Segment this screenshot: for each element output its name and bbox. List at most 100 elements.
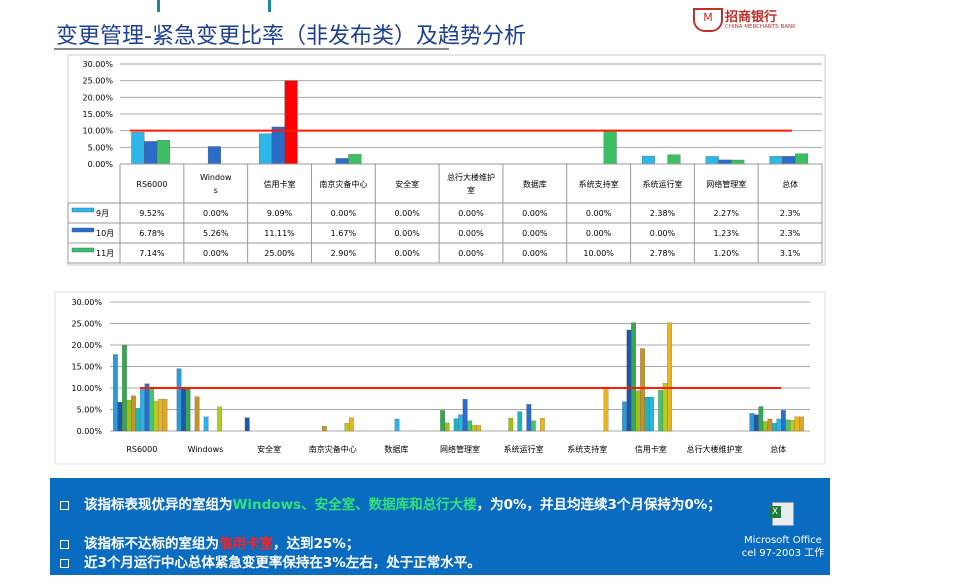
category-label: 室 xyxy=(467,185,475,195)
table-cell: 0.00% xyxy=(394,229,420,238)
y-tick-label: 25.00% xyxy=(71,320,102,329)
bar xyxy=(462,399,468,432)
category-label: 总行大楼维护 xyxy=(447,172,495,182)
excel-logo: X xyxy=(769,506,781,518)
table-cell: 0.00% xyxy=(586,209,612,218)
table-cell: 1.67% xyxy=(331,229,357,238)
y-tick-label: 10.00% xyxy=(82,127,113,136)
category-label: 数据库 xyxy=(384,444,408,454)
legend-swatch xyxy=(71,227,95,233)
logo-text: 招商银行 xyxy=(725,10,778,25)
bar xyxy=(799,416,804,432)
bar xyxy=(140,388,145,432)
table-cell: 0.00% xyxy=(522,229,548,238)
text: ，达到25%； xyxy=(273,536,360,552)
table-cell: 0.00% xyxy=(522,209,548,218)
bar xyxy=(153,401,159,432)
table-cell: 5.26% xyxy=(203,229,229,238)
bar xyxy=(667,322,672,432)
bar xyxy=(771,423,777,432)
bar xyxy=(244,417,250,432)
monthly-rate-chart: 30.00% 25.00% 20.00% 15.00% 10.00% 5.00% 0.00%… xyxy=(67,54,826,266)
category-label: 南京灾备中心 xyxy=(309,444,357,454)
table-cell: 0.00% xyxy=(394,209,420,218)
bar xyxy=(762,421,768,432)
excel-attachment[interactable]: X Microsoft Office cel 97-2003 工作 xyxy=(733,502,833,560)
category-label: 系统支持室 xyxy=(567,444,607,454)
bar xyxy=(135,408,141,432)
decoration xyxy=(157,0,160,12)
table-cell: 0.00% xyxy=(331,209,357,218)
text: 该指标不达标的室组为 xyxy=(84,536,219,552)
summary-bullet: 该指标表现优异的室组为Windows、安全室、数据库和总行大楼，为0%，并且均连… xyxy=(60,496,740,515)
bar xyxy=(785,419,791,432)
category-label: 信用卡室 xyxy=(264,179,296,189)
category-label: 总行大楼维护室 xyxy=(687,444,743,454)
bar xyxy=(162,399,168,432)
bar xyxy=(539,418,545,432)
y-tick-label: 30.00% xyxy=(71,298,102,307)
category-label: 系统运行室 xyxy=(504,444,544,454)
bar xyxy=(467,420,473,432)
bar xyxy=(176,368,182,432)
text: ，为0%，并且均连续3个月保持为0%； xyxy=(476,497,721,513)
category-label: 信用卡室 xyxy=(635,444,667,454)
excel-file-icon[interactable]: X xyxy=(769,502,794,526)
bullet-icon xyxy=(60,559,69,568)
y-tick-label: 25.00% xyxy=(82,77,113,86)
y-tick-label: 5.00% xyxy=(88,143,114,152)
summary-bullet: 该指标不达标的室组为信用卡室，达到25%； xyxy=(60,535,740,554)
bar xyxy=(662,383,668,432)
text: 近3个月运行中心总体紧急变更率保持在3%左右，处于正常水平。 xyxy=(84,555,481,571)
legend-swatch xyxy=(71,247,95,253)
bar xyxy=(113,354,118,432)
legend-label: 10月 xyxy=(96,229,114,238)
legend-swatch xyxy=(71,207,95,213)
chart-frame xyxy=(54,291,826,465)
bar xyxy=(603,387,609,432)
highlight-good: Windows、安全室、数据库和总行大楼 xyxy=(232,497,477,513)
bar xyxy=(476,425,482,432)
text: 该指标表现优异的室组为 xyxy=(84,497,233,513)
table-cell: 6.78% xyxy=(139,229,165,238)
attachment-label: cel 97-2003 工作 xyxy=(741,548,825,559)
table-cell: 2.38% xyxy=(650,209,676,218)
category-label: 网络管理室 xyxy=(440,444,480,454)
bar xyxy=(122,344,127,432)
table-cell: 0.00% xyxy=(203,209,229,218)
y-tick-label: 20.00% xyxy=(82,93,113,102)
logo-subtext: CHINA MERCHANTS BANK xyxy=(725,24,796,30)
table-cell: 0.00% xyxy=(394,249,420,258)
table-cell: 0.00% xyxy=(458,229,484,238)
table-cell: 2.90% xyxy=(331,249,357,258)
y-tick-label: 15.00% xyxy=(71,363,102,372)
table-cell: 11.11% xyxy=(264,229,295,238)
bar xyxy=(131,395,136,432)
bar xyxy=(794,416,800,432)
bar xyxy=(444,422,450,432)
bar xyxy=(144,383,150,432)
y-tick-label: 5.00% xyxy=(77,406,103,415)
table-cell: 2.78% xyxy=(650,249,676,258)
page-title: 变更管理-紧急变更比率（非发布类）及趋势分析 xyxy=(56,24,526,49)
logo-icon: M xyxy=(693,8,723,32)
bar xyxy=(649,396,654,432)
bar xyxy=(185,387,191,432)
bar xyxy=(508,418,514,432)
y-tick-label: 0.00% xyxy=(88,160,114,169)
table-cell: 0.00% xyxy=(650,229,676,238)
bar xyxy=(517,411,523,432)
table-cell: 0.00% xyxy=(522,249,548,258)
category-label: 数据库 xyxy=(523,179,547,189)
category-label: s xyxy=(214,186,218,195)
table-cell: 1.23% xyxy=(714,229,740,238)
category-label: 总体 xyxy=(782,179,798,189)
bar xyxy=(790,420,795,432)
summary-bullet: 近3个月运行中心总体紧急变更率保持在3%左右，处于正常水平。 xyxy=(60,554,740,573)
table-cell: 2.3% xyxy=(780,209,801,218)
highlight-bad: 信用卡室 xyxy=(219,536,273,552)
attachment-label: Microsoft Office xyxy=(744,535,822,546)
bar xyxy=(758,406,764,432)
table-cell: 2.3% xyxy=(780,229,801,238)
bar xyxy=(530,420,536,432)
